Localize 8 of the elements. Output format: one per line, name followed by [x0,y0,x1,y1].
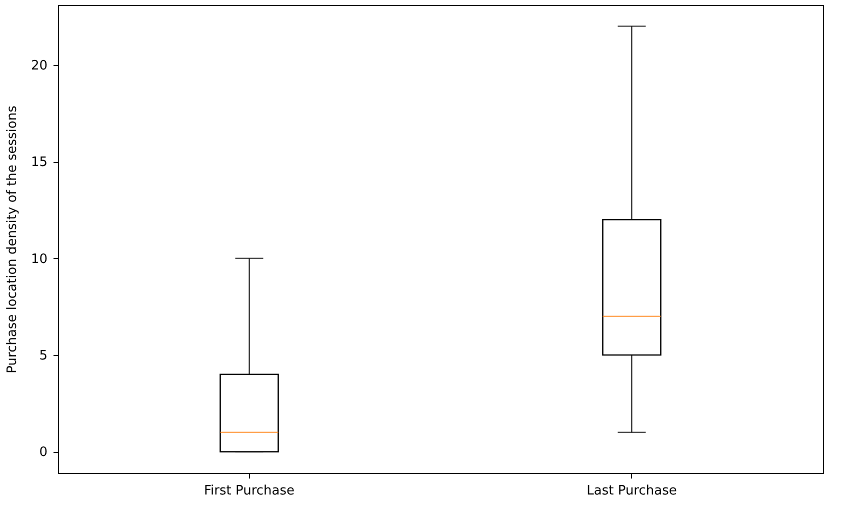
y-tick-label: 10 [30,252,48,267]
y-tick-label: 5 [39,348,48,364]
y-tick-label: 20 [30,58,48,74]
x-tick-label: First Purchase [204,484,295,498]
y-tick-label: 0 [39,445,48,460]
x-tick-label: Last Purchase [586,484,677,498]
y-axis-title: Purchase location density of the sessions [4,105,20,374]
y-tick-label: 15 [30,155,48,170]
